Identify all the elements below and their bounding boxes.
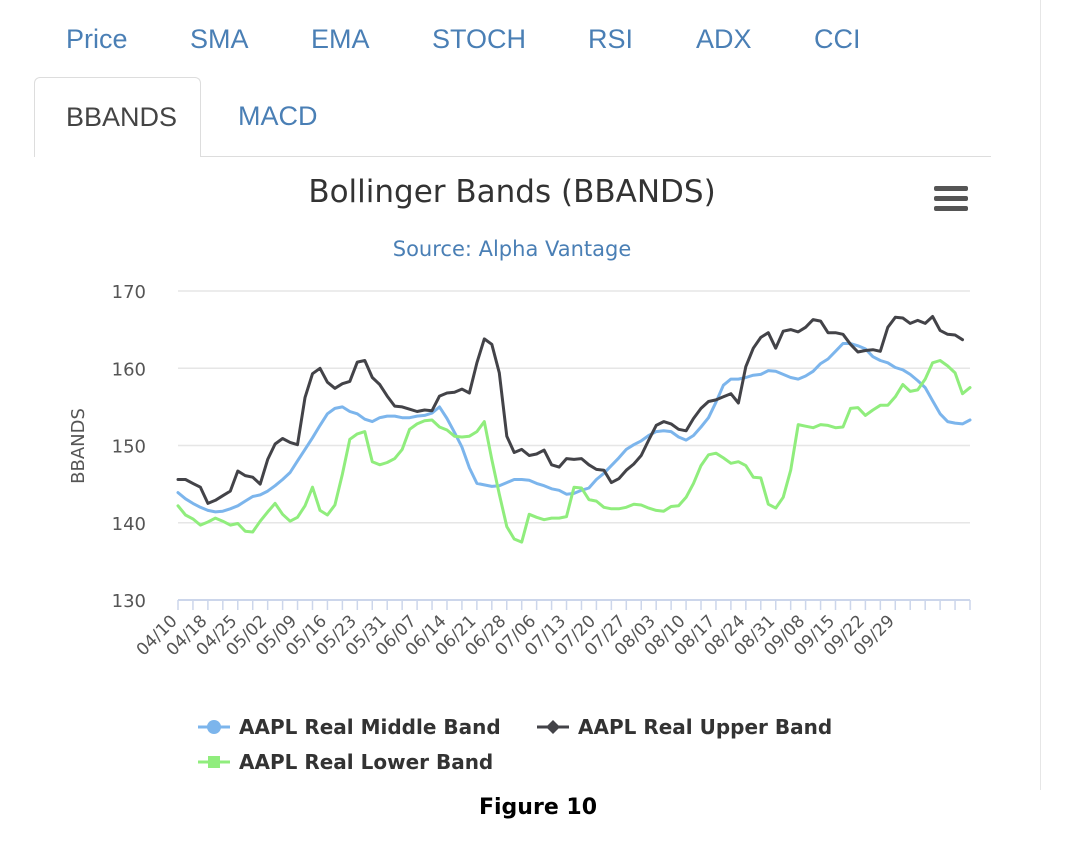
figure-caption: Figure 10 — [478, 795, 598, 820]
chart-menu-button[interactable] — [934, 186, 968, 212]
series-line-2 — [176, 315, 964, 505]
tab-price[interactable]: Price — [66, 24, 128, 54]
menu-bar-icon — [934, 206, 968, 211]
y-tick-label: 170 — [112, 282, 146, 303]
chart-title: Bollinger Bands (BBANDS) — [308, 174, 715, 210]
tab-adx[interactable]: ADX — [696, 24, 752, 54]
panel-border — [1040, 0, 1041, 790]
y-tick-label: 160 — [112, 359, 146, 380]
menu-bar-icon — [934, 186, 968, 191]
legend-circle-marker — [207, 720, 221, 734]
y-tick-label: 150 — [112, 437, 146, 458]
tab-stoch[interactable]: STOCH — [432, 24, 527, 54]
tab-cci[interactable]: CCI — [814, 24, 861, 54]
tab-ema[interactable]: EMA — [311, 24, 370, 54]
chart-subtitle: Source: Alpha Vantage — [393, 237, 632, 261]
tab-rsi[interactable]: RSI — [588, 24, 634, 54]
tab-bbands-label: BBANDS — [66, 102, 178, 132]
series-line-3 — [176, 359, 972, 544]
bbands-chart: Bollinger Bands (BBANDS) Source: Alpha V… — [68, 174, 972, 774]
menu-bar-icon — [934, 196, 968, 201]
legend-label-1: AAPL Real Middle Band — [239, 715, 501, 739]
y-axis-title: BBANDS — [68, 408, 89, 484]
y-tick-label: 130 — [112, 591, 146, 612]
legend-diamond-marker — [546, 720, 560, 734]
tab-bbands[interactable]: BBANDS — [34, 77, 201, 157]
legend-square-marker — [208, 756, 220, 768]
legend-label-3: AAPL Real Lower Band — [239, 750, 493, 774]
tab-macd[interactable]: MACD — [238, 101, 318, 131]
legend-label-2: AAPL Real Upper Band — [578, 715, 832, 739]
tab-divider — [201, 156, 991, 157]
y-tick-label: 140 — [112, 514, 146, 535]
series-line-1 — [176, 342, 972, 514]
tab-sma[interactable]: SMA — [190, 24, 249, 54]
